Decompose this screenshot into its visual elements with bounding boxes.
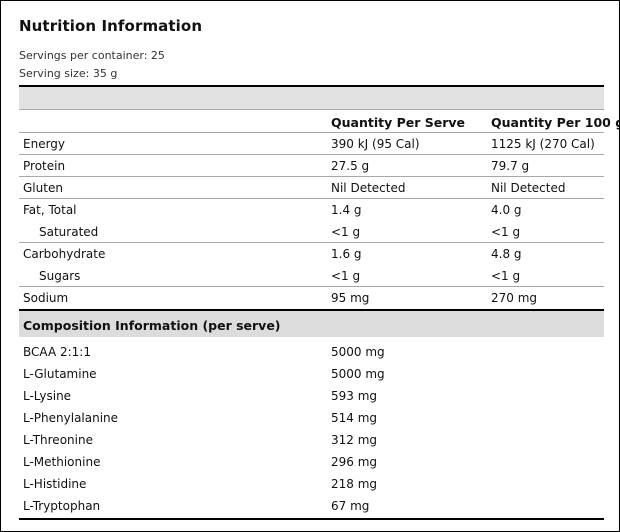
nutrient-per-serve: <1 g bbox=[331, 269, 361, 283]
composition-item-amount: 312 mg bbox=[331, 433, 378, 447]
nutrient-name: Protein bbox=[23, 159, 66, 173]
composition-item-amount: 67 mg bbox=[331, 499, 370, 513]
composition-item-amount: 5000 mg bbox=[331, 367, 385, 381]
composition-list: BCAA 2:1:1 5000 mg L-Glutamine 5000 mg L… bbox=[19, 337, 604, 517]
nutrient-per-100g: 4.8 g bbox=[491, 247, 522, 261]
composition-heading: Composition Information (per serve) bbox=[23, 318, 281, 333]
nutrient-per-serve: 27.5 g bbox=[331, 159, 370, 173]
nutrient-name: Sugars bbox=[39, 269, 81, 283]
nutrient-row-saturated: Saturated <1 g <1 g bbox=[19, 221, 604, 243]
nutrient-row-protein: Protein 27.5 g 79.7 g bbox=[19, 155, 604, 177]
composition-item-name: L-Threonine bbox=[23, 433, 93, 447]
nutrient-per-100g: Nil Detected bbox=[491, 181, 566, 195]
nutrient-per-serve: Nil Detected bbox=[331, 181, 406, 195]
nutrient-name: Fat, Total bbox=[23, 203, 77, 217]
composition-row: L-Methionine 296 mg bbox=[19, 451, 604, 473]
nutrient-row-carbohydrate: Carbohydrate 1.6 g 4.8 g bbox=[19, 243, 604, 265]
composition-row: L-Threonine 312 mg bbox=[19, 429, 604, 451]
nutrient-row-sugars: Sugars <1 g <1 g bbox=[19, 265, 604, 287]
nutrient-per-100g: <1 g bbox=[491, 269, 521, 283]
composition-bottom-rule bbox=[19, 518, 604, 520]
nutrient-row-fat-total: Fat, Total 1.4 g 4.0 g bbox=[19, 199, 604, 221]
composition-item-name: L-Histidine bbox=[23, 477, 87, 491]
nutrient-per-100g: 79.7 g bbox=[491, 159, 530, 173]
composition-item-name: L-Glutamine bbox=[23, 367, 97, 381]
column-header-per-100g: Quantity Per 100 g bbox=[491, 115, 620, 130]
composition-heading-band: Composition Information (per serve) bbox=[19, 311, 604, 337]
composition-item-amount: 514 mg bbox=[331, 411, 378, 425]
composition-row: L-Lysine 593 mg bbox=[19, 385, 604, 407]
nutrient-per-serve: <1 g bbox=[331, 225, 361, 239]
nutrient-name: Saturated bbox=[39, 225, 99, 239]
nutrient-per-serve: 95 mg bbox=[331, 291, 370, 305]
nutrient-per-100g: 1125 kJ (270 Cal) bbox=[491, 137, 595, 151]
composition-item-name: L-Methionine bbox=[23, 455, 101, 469]
composition-row: L-Tryptophan 67 mg bbox=[19, 495, 604, 517]
composition-item-name: BCAA 2:1:1 bbox=[23, 345, 91, 359]
nutrient-per-serve: 1.6 g bbox=[331, 247, 362, 261]
composition-row: L-Histidine 218 mg bbox=[19, 473, 604, 495]
composition-item-name: L-Tryptophan bbox=[23, 499, 101, 513]
nutrient-row-sodium: Sodium 95 mg 270 mg bbox=[19, 287, 604, 309]
table-header-band bbox=[19, 87, 604, 110]
nutrient-name: Gluten bbox=[23, 181, 63, 195]
nutrient-per-100g: 4.0 g bbox=[491, 203, 522, 217]
composition-item-name: L-Lysine bbox=[23, 389, 72, 403]
composition-item-amount: 296 mg bbox=[331, 455, 378, 469]
composition-item-name: L-Phenylalanine bbox=[23, 411, 119, 425]
column-header-per-serve: Quantity Per Serve bbox=[331, 115, 466, 130]
composition-item-amount: 218 mg bbox=[331, 477, 378, 491]
nutrition-table: Quantity Per Serve Quantity Per 100 g En… bbox=[19, 85, 620, 520]
composition-item-amount: 5000 mg bbox=[331, 345, 385, 359]
nutrient-row-energy: Energy 390 kJ (95 Cal) 1125 kJ (270 Cal) bbox=[19, 133, 604, 155]
nutrient-per-serve: 1.4 g bbox=[331, 203, 362, 217]
nutrient-name: Sodium bbox=[23, 291, 69, 305]
composition-row: BCAA 2:1:1 5000 mg bbox=[19, 341, 604, 363]
nutrient-row-gluten: Gluten Nil Detected Nil Detected bbox=[19, 177, 604, 199]
nutrient-name: Carbohydrate bbox=[23, 247, 106, 261]
composition-row: L-Glutamine 5000 mg bbox=[19, 363, 604, 385]
nutrient-name: Energy bbox=[23, 137, 66, 151]
nutrient-per-serve: 390 kJ (95 Cal) bbox=[331, 137, 420, 151]
composition-row: L-Phenylalanine 514 mg bbox=[19, 407, 604, 429]
composition-item-amount: 593 mg bbox=[331, 389, 378, 403]
composition-section: Composition Information (per serve) BCAA… bbox=[19, 309, 604, 520]
table-column-headers: Quantity Per Serve Quantity Per 100 g bbox=[19, 110, 620, 133]
servings-per-container: Servings per container: 25 bbox=[19, 49, 165, 62]
serving-size: Serving size: 35 g bbox=[19, 67, 118, 80]
nutrient-per-100g: <1 g bbox=[491, 225, 521, 239]
panel-title: Nutrition Information bbox=[19, 17, 203, 35]
nutrient-per-100g: 270 mg bbox=[491, 291, 538, 305]
